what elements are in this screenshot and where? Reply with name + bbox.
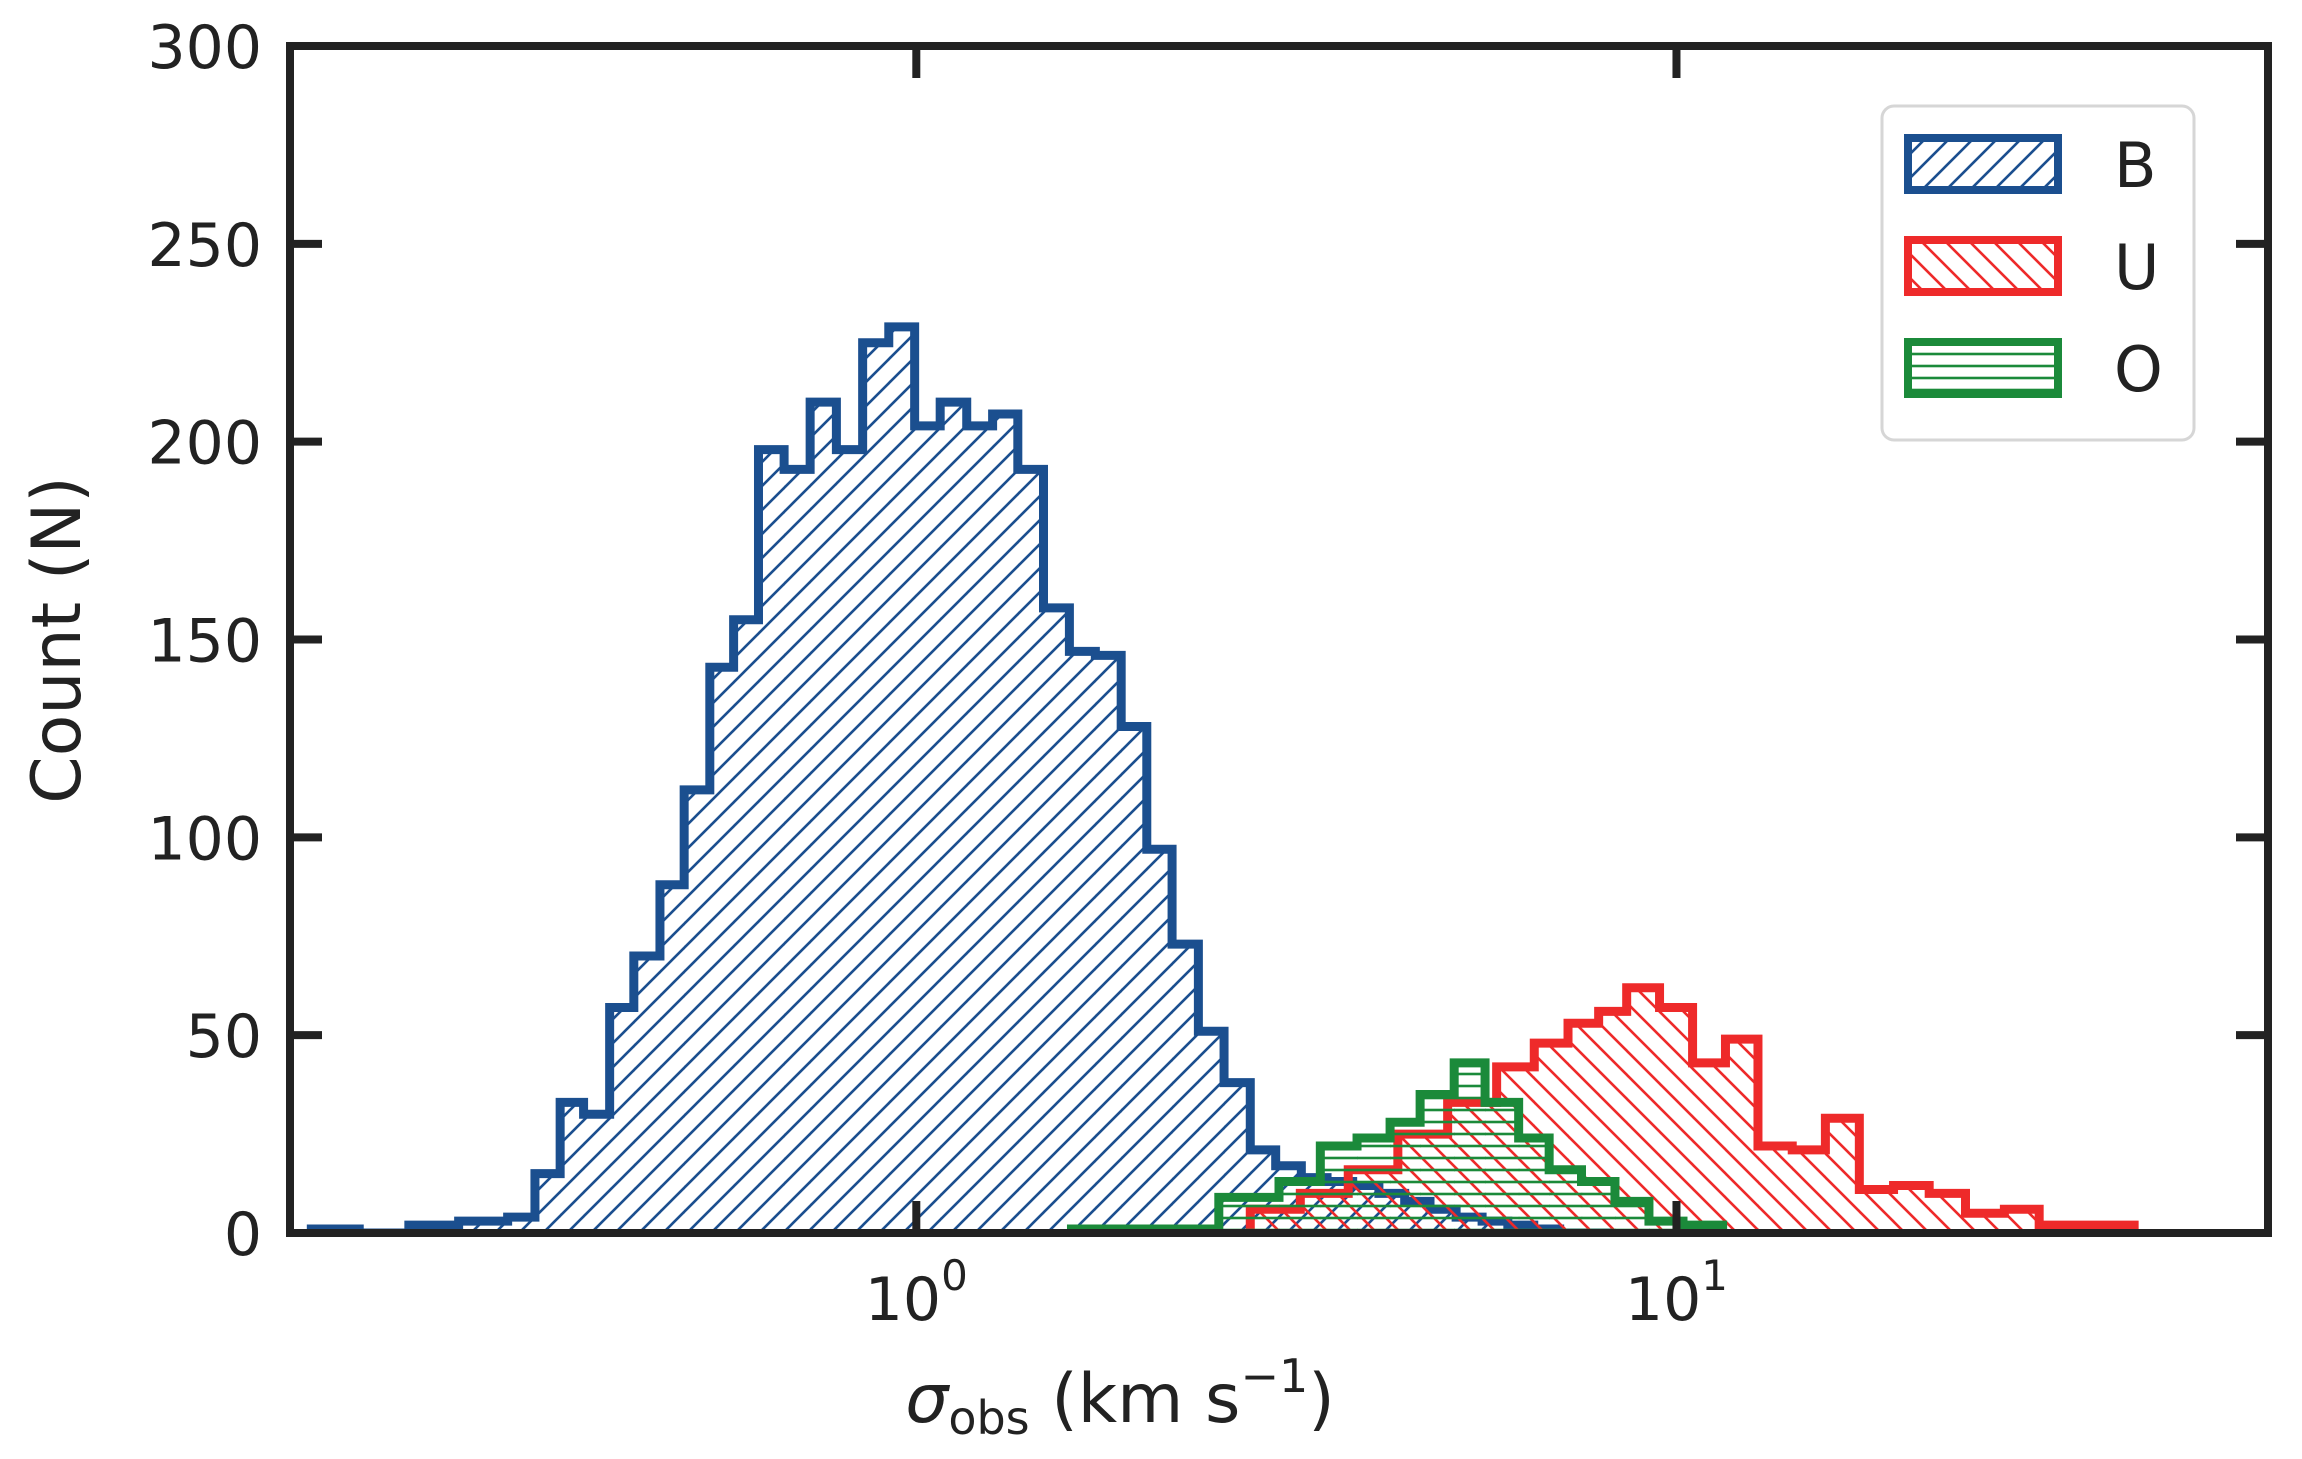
series-o-bar [1614, 1201, 1650, 1233]
legend-swatch-o [1904, 338, 2062, 398]
y-tick-label: 0 [224, 1200, 262, 1270]
legend-swatch-b [1904, 134, 2062, 194]
series-o-bar [1320, 1145, 1358, 1233]
series-u-bar [1859, 1189, 1895, 1233]
series-u-bar [1757, 1145, 1794, 1233]
series-b-bar [992, 413, 1019, 1233]
legend-label-u: U [2114, 231, 2159, 304]
series-u-bar [1965, 1213, 2006, 1233]
series-u-bar [1659, 1007, 1694, 1233]
series-b-bar [888, 326, 916, 1233]
series-o-bar [1549, 1169, 1583, 1233]
series-o-bar [1648, 1221, 1684, 1233]
series-u-bar [1692, 1062, 1727, 1233]
series-o [1066, 1058, 1728, 1233]
series-b-bar [1069, 651, 1097, 1233]
y-tick-label: 250 [147, 211, 262, 281]
series-b-bar [810, 402, 838, 1233]
legend-swatch-u [1904, 236, 2062, 296]
series-b-fill [311, 326, 1561, 1233]
series-u-bar [1626, 987, 1661, 1233]
y-tick-labels: 0 50 100 150 200 250 300 [147, 13, 262, 1270]
series-o-bar [1279, 1181, 1322, 1233]
series-o-bar [1357, 1138, 1391, 1233]
y-tick-label: 200 [147, 409, 262, 479]
series-b-bar [836, 449, 864, 1233]
series-b-bar [583, 1114, 611, 1233]
series-o-bar [1218, 1197, 1280, 1233]
legend: B U O [1880, 104, 2196, 442]
y-axis-label: Count (N) [18, 476, 97, 803]
x-tick-labels: 100 101 [865, 1251, 1728, 1335]
series-o-fill [1071, 1062, 1724, 1233]
series-b-bar [458, 1221, 509, 1233]
legend-label-b: B [2114, 129, 2157, 202]
series-b-bar [940, 402, 968, 1233]
series-o-bar [1420, 1094, 1455, 1233]
x-axis-label: σobs (km s−1) [905, 1349, 1335, 1445]
series-u-bar [1893, 1185, 1930, 1233]
series-u-bar [1929, 1193, 1967, 1233]
x-tick-label: 101 [1625, 1251, 1728, 1335]
series-b [306, 322, 1611, 1233]
series-u-bar [1825, 1118, 1861, 1233]
series-o-bar [1390, 1122, 1421, 1233]
y-tick-label: 300 [147, 13, 262, 83]
x-tick-label: 100 [865, 1251, 968, 1335]
series-o-outline [1066, 1058, 1728, 1233]
plot-frame [286, 42, 2272, 1237]
series-u-bar [2004, 1209, 2040, 1233]
y-tick-label: 100 [147, 804, 262, 874]
histogram-series-layer [306, 322, 2139, 1233]
series-b-bar [862, 342, 890, 1233]
series-o-bar [1581, 1181, 1616, 1233]
legend-label-o: O [2114, 333, 2163, 406]
series-b-bar [914, 425, 941, 1233]
series-b-bar [1043, 607, 1071, 1233]
series-b-bar [784, 469, 811, 1233]
series-u-bar [1792, 1149, 1827, 1233]
series-b-bar [733, 619, 760, 1233]
series-o-bar [1485, 1102, 1520, 1233]
series-b-bar [966, 425, 994, 1233]
series-u-bar [1725, 1039, 1759, 1233]
y-tick-label: 150 [147, 607, 262, 677]
y-tick-label: 50 [186, 1002, 262, 1072]
series-b-bar [1095, 655, 1122, 1233]
